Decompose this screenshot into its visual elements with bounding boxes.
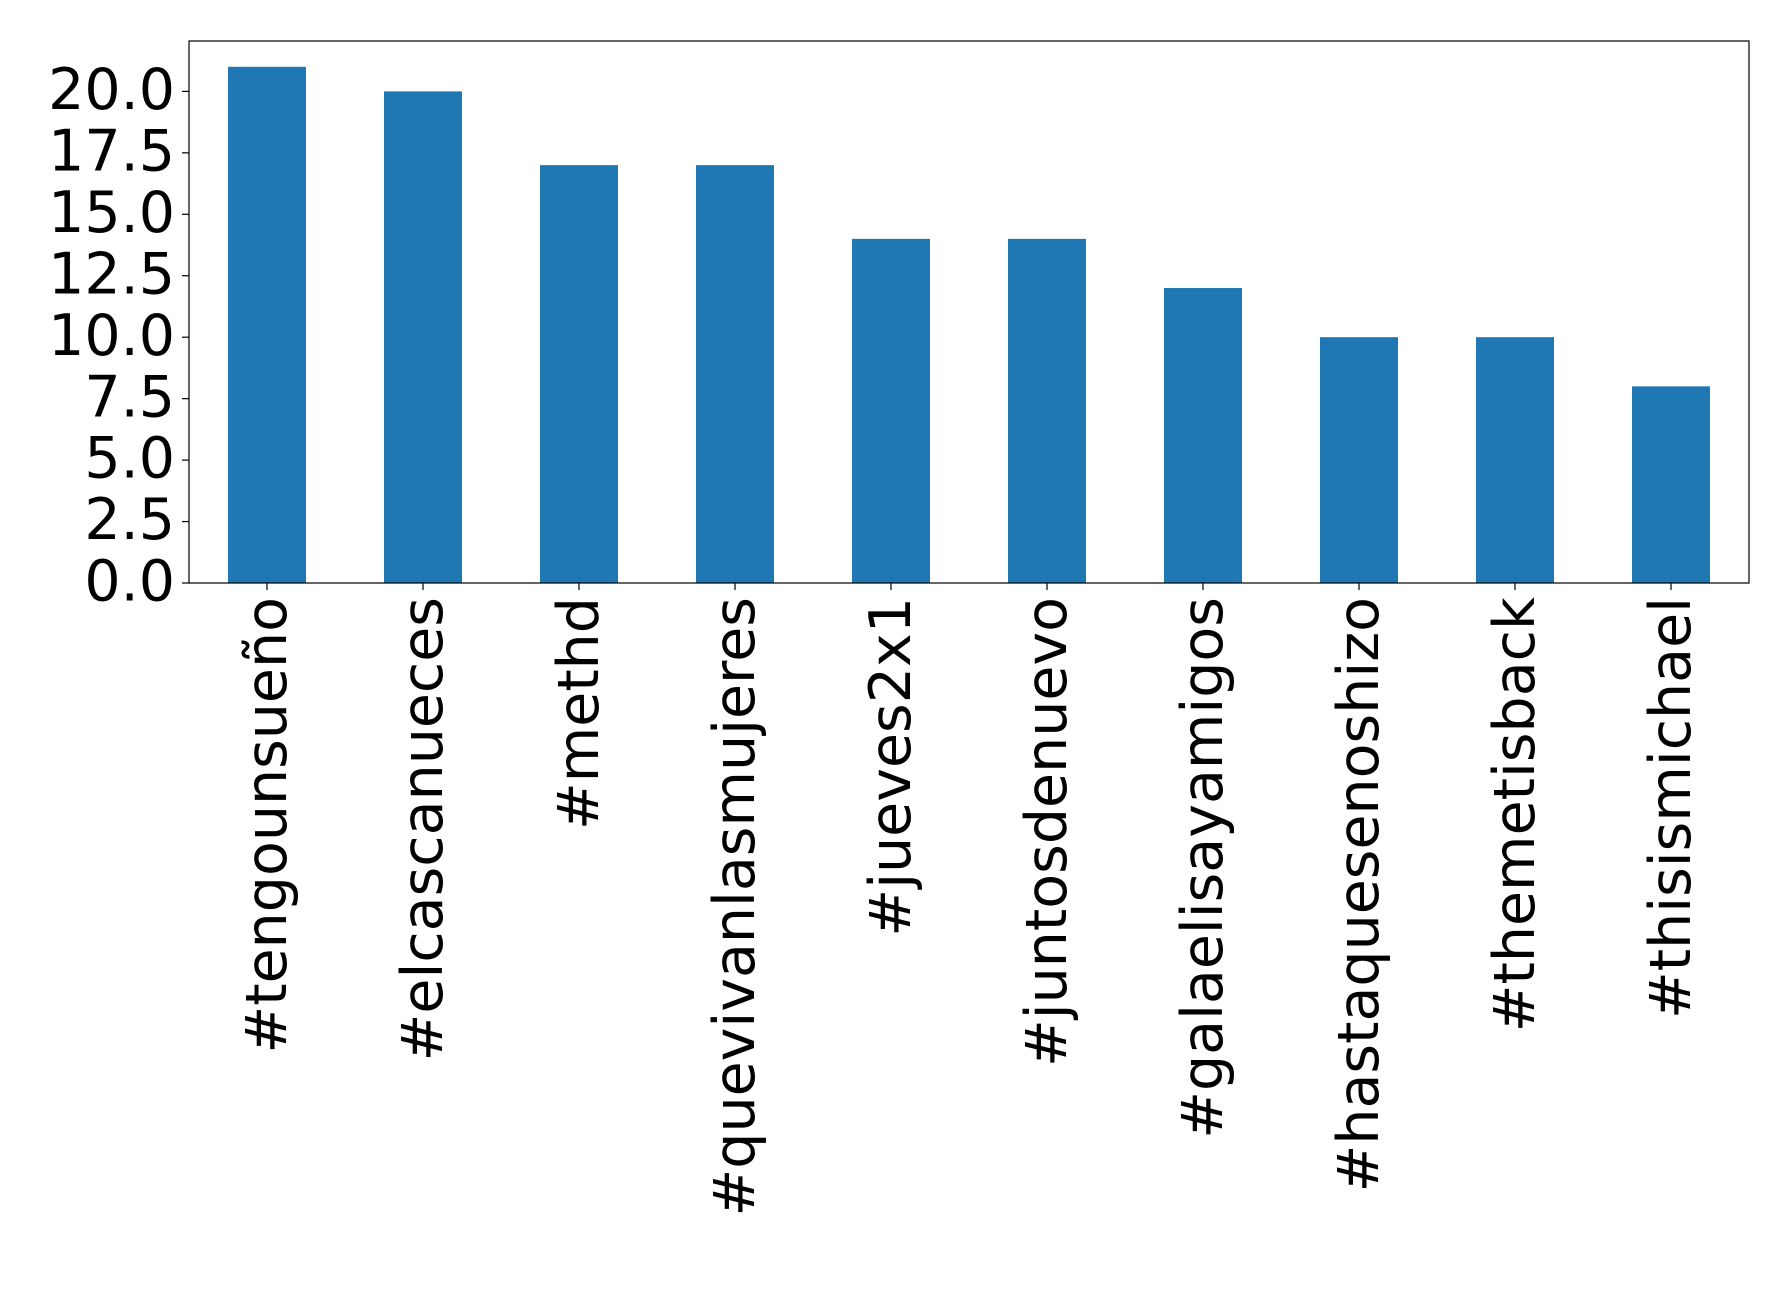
plot-frame bbox=[188, 40, 1750, 584]
x-tick-label: #thisismichael bbox=[1638, 597, 1704, 1019]
x-tick-label: #galaelisayamigos bbox=[1170, 597, 1236, 1139]
bar bbox=[1164, 288, 1242, 583]
y-tick-label: 10.0 bbox=[48, 303, 175, 369]
x-tick-label: #juntosdenuevo bbox=[1014, 597, 1080, 1067]
y-tick-label: 5.0 bbox=[84, 426, 175, 492]
bar bbox=[1320, 337, 1398, 583]
bar bbox=[1632, 386, 1710, 583]
y-tick-label: 7.5 bbox=[84, 364, 175, 430]
bar bbox=[696, 165, 774, 583]
y-tick-label: 2.5 bbox=[84, 487, 175, 553]
y-tick-label: 0.0 bbox=[84, 549, 175, 615]
x-tick-label: #methd bbox=[546, 597, 612, 830]
bar bbox=[852, 238, 930, 583]
x-tick-label: #jueves2x1 bbox=[858, 597, 924, 937]
y-tick-label: 12.5 bbox=[48, 241, 175, 307]
bar bbox=[1476, 337, 1554, 583]
bar bbox=[540, 165, 618, 583]
x-tick-label: #themetisback bbox=[1482, 597, 1548, 1032]
y-tick-label: 20.0 bbox=[48, 57, 175, 123]
x-tick-label: #quevivanlasmujeres bbox=[702, 597, 768, 1216]
x-tick-label: #tengounsueño bbox=[234, 597, 300, 1054]
bar bbox=[1008, 238, 1086, 583]
bar bbox=[384, 91, 462, 584]
x-tick-label: #hastaquesenoshizo bbox=[1326, 597, 1392, 1192]
x-tick-label: #elcascanueces bbox=[390, 597, 456, 1061]
y-tick-label: 15.0 bbox=[48, 180, 175, 246]
bar bbox=[228, 66, 306, 584]
y-tick-label: 17.5 bbox=[48, 118, 175, 184]
